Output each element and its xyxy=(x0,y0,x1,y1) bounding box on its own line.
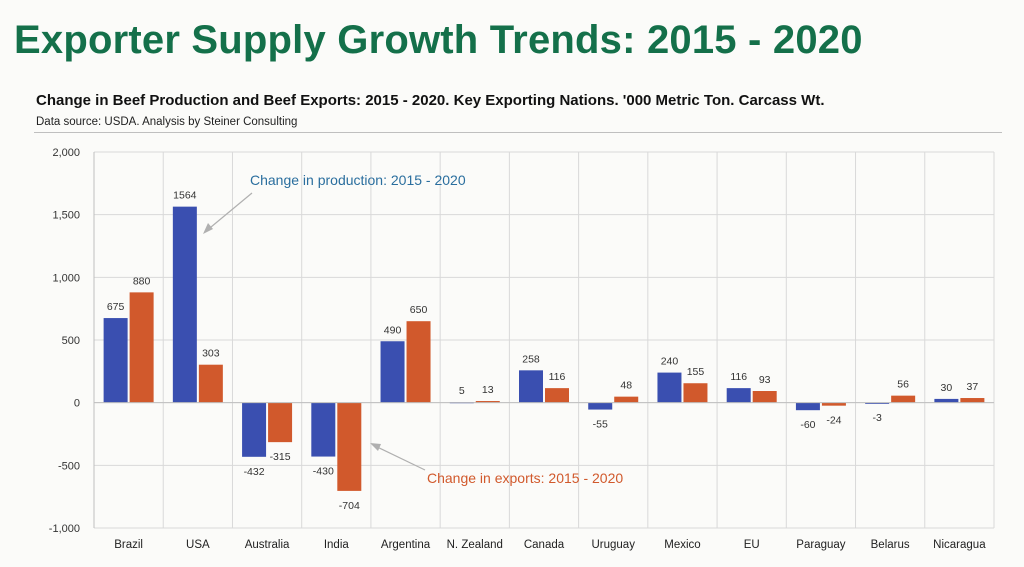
exports-value-label: 116 xyxy=(549,371,566,383)
production-value-label: 490 xyxy=(384,324,402,336)
chart-source: Data source: USDA. Analysis by Steiner C… xyxy=(36,116,298,128)
x-category-label: USA xyxy=(186,539,210,551)
exports-annotation: Change in exports: 2015 - 2020 xyxy=(427,470,623,486)
production-value-label: -60 xyxy=(800,419,815,431)
exports-annotation-arrowhead xyxy=(370,443,381,451)
exports-bar-argentina xyxy=(406,321,431,403)
production-value-label: 116 xyxy=(730,371,747,383)
chart-title: Change in Beef Production and Beef Expor… xyxy=(36,92,825,109)
y-tick-label: 2,000 xyxy=(52,147,80,159)
exports-value-label: -704 xyxy=(339,500,360,512)
x-category-label: EU xyxy=(744,539,760,551)
production-annotation-arrowhead xyxy=(203,223,213,234)
production-bar-australia xyxy=(242,402,267,457)
production-value-label: 258 xyxy=(522,353,540,365)
slide-title: Exporter Supply Growth Trends: 2015 - 20… xyxy=(14,18,863,62)
exports-value-label: 880 xyxy=(133,275,151,287)
exports-bar-canada xyxy=(545,388,569,403)
y-tick-label: 1,500 xyxy=(52,210,80,222)
title-divider xyxy=(34,132,1002,133)
exports-value-label: 56 xyxy=(897,379,909,391)
production-value-label: 675 xyxy=(107,301,125,313)
production-value-label: 30 xyxy=(941,382,953,394)
production-value-label: -432 xyxy=(244,466,265,478)
exports-value-label: 303 xyxy=(202,348,220,360)
exports-bar-usa xyxy=(198,364,223,403)
exports-bar-mexico xyxy=(683,383,708,403)
bars xyxy=(103,206,985,491)
production-value-label: -430 xyxy=(313,466,334,478)
y-tick-label: 1,000 xyxy=(52,272,80,284)
axes: 2,000 1,500 1,000 500 0 -500 -1,000 Brazil USA Au… xyxy=(49,147,994,551)
production-bar-argentina xyxy=(380,341,405,403)
exports-value-label: 650 xyxy=(410,304,428,316)
exports-bar-eu xyxy=(752,391,777,403)
x-category-label: Uruguay xyxy=(591,539,635,551)
production-bar-paraguay xyxy=(795,402,820,411)
x-category-label: Canada xyxy=(524,539,565,551)
production-bar-belarus xyxy=(865,402,890,404)
exports-value-label: 13 xyxy=(482,384,494,396)
production-bar-eu xyxy=(726,388,751,403)
production-value-label: -55 xyxy=(593,419,608,431)
x-category-label: Brazil xyxy=(114,539,143,551)
exports-bar-nicaragua xyxy=(960,398,985,403)
production-bar-india xyxy=(311,402,336,457)
exports-value-label: 48 xyxy=(620,380,632,392)
production-value-label: 240 xyxy=(661,356,679,368)
exports-value-label: 155 xyxy=(687,366,705,378)
production-value-label: -3 xyxy=(872,412,881,424)
exports-value-label: 93 xyxy=(759,374,771,386)
x-category-label: N. Zealand xyxy=(447,539,503,551)
exports-bar-australia xyxy=(268,402,293,443)
production-value-label: 1564 xyxy=(173,190,197,202)
production-bar-canada xyxy=(519,370,543,403)
production-annotation-arrow xyxy=(204,192,253,233)
production-bar-mexico xyxy=(657,372,682,403)
y-tick-label: -1,000 xyxy=(49,523,80,535)
exports-bar-paraguay xyxy=(821,402,846,406)
exports-value-label: 37 xyxy=(967,381,979,393)
production-value-label: 5 xyxy=(459,385,465,397)
y-tick-label: 500 xyxy=(62,335,80,347)
exports-bar-brazil xyxy=(129,292,154,403)
x-category-label: India xyxy=(324,539,350,551)
x-category-label: Belarus xyxy=(871,539,910,551)
exports-value-label: -24 xyxy=(826,415,841,427)
data-labels: 675 880 1564 303 -432 -315 -430 -704 490 650 5 13 25… xyxy=(107,190,979,512)
x-category-label: Argentina xyxy=(381,539,431,551)
production-bar-usa xyxy=(172,206,197,403)
x-category-label: Australia xyxy=(245,539,290,551)
x-category-label: Paraguay xyxy=(796,539,845,551)
production-annotation: Change in production: 2015 - 2020 xyxy=(250,172,466,188)
x-category-label: Mexico xyxy=(664,539,700,551)
exports-bar-belarus xyxy=(891,395,916,403)
production-bar-brazil xyxy=(103,318,128,403)
exports-bar-n-zealand xyxy=(475,401,500,403)
exports-bar-uruguay xyxy=(614,396,639,403)
y-tick-label: 0 xyxy=(74,398,80,410)
exports-annotation-arrow xyxy=(372,444,426,471)
exports-value-label: -315 xyxy=(270,451,291,463)
x-category-label: Nicaragua xyxy=(933,539,986,551)
y-tick-label: -500 xyxy=(58,460,80,472)
exports-bar-india xyxy=(337,402,362,491)
production-bar-uruguay xyxy=(588,402,613,410)
production-bar-nicaragua xyxy=(934,398,959,403)
